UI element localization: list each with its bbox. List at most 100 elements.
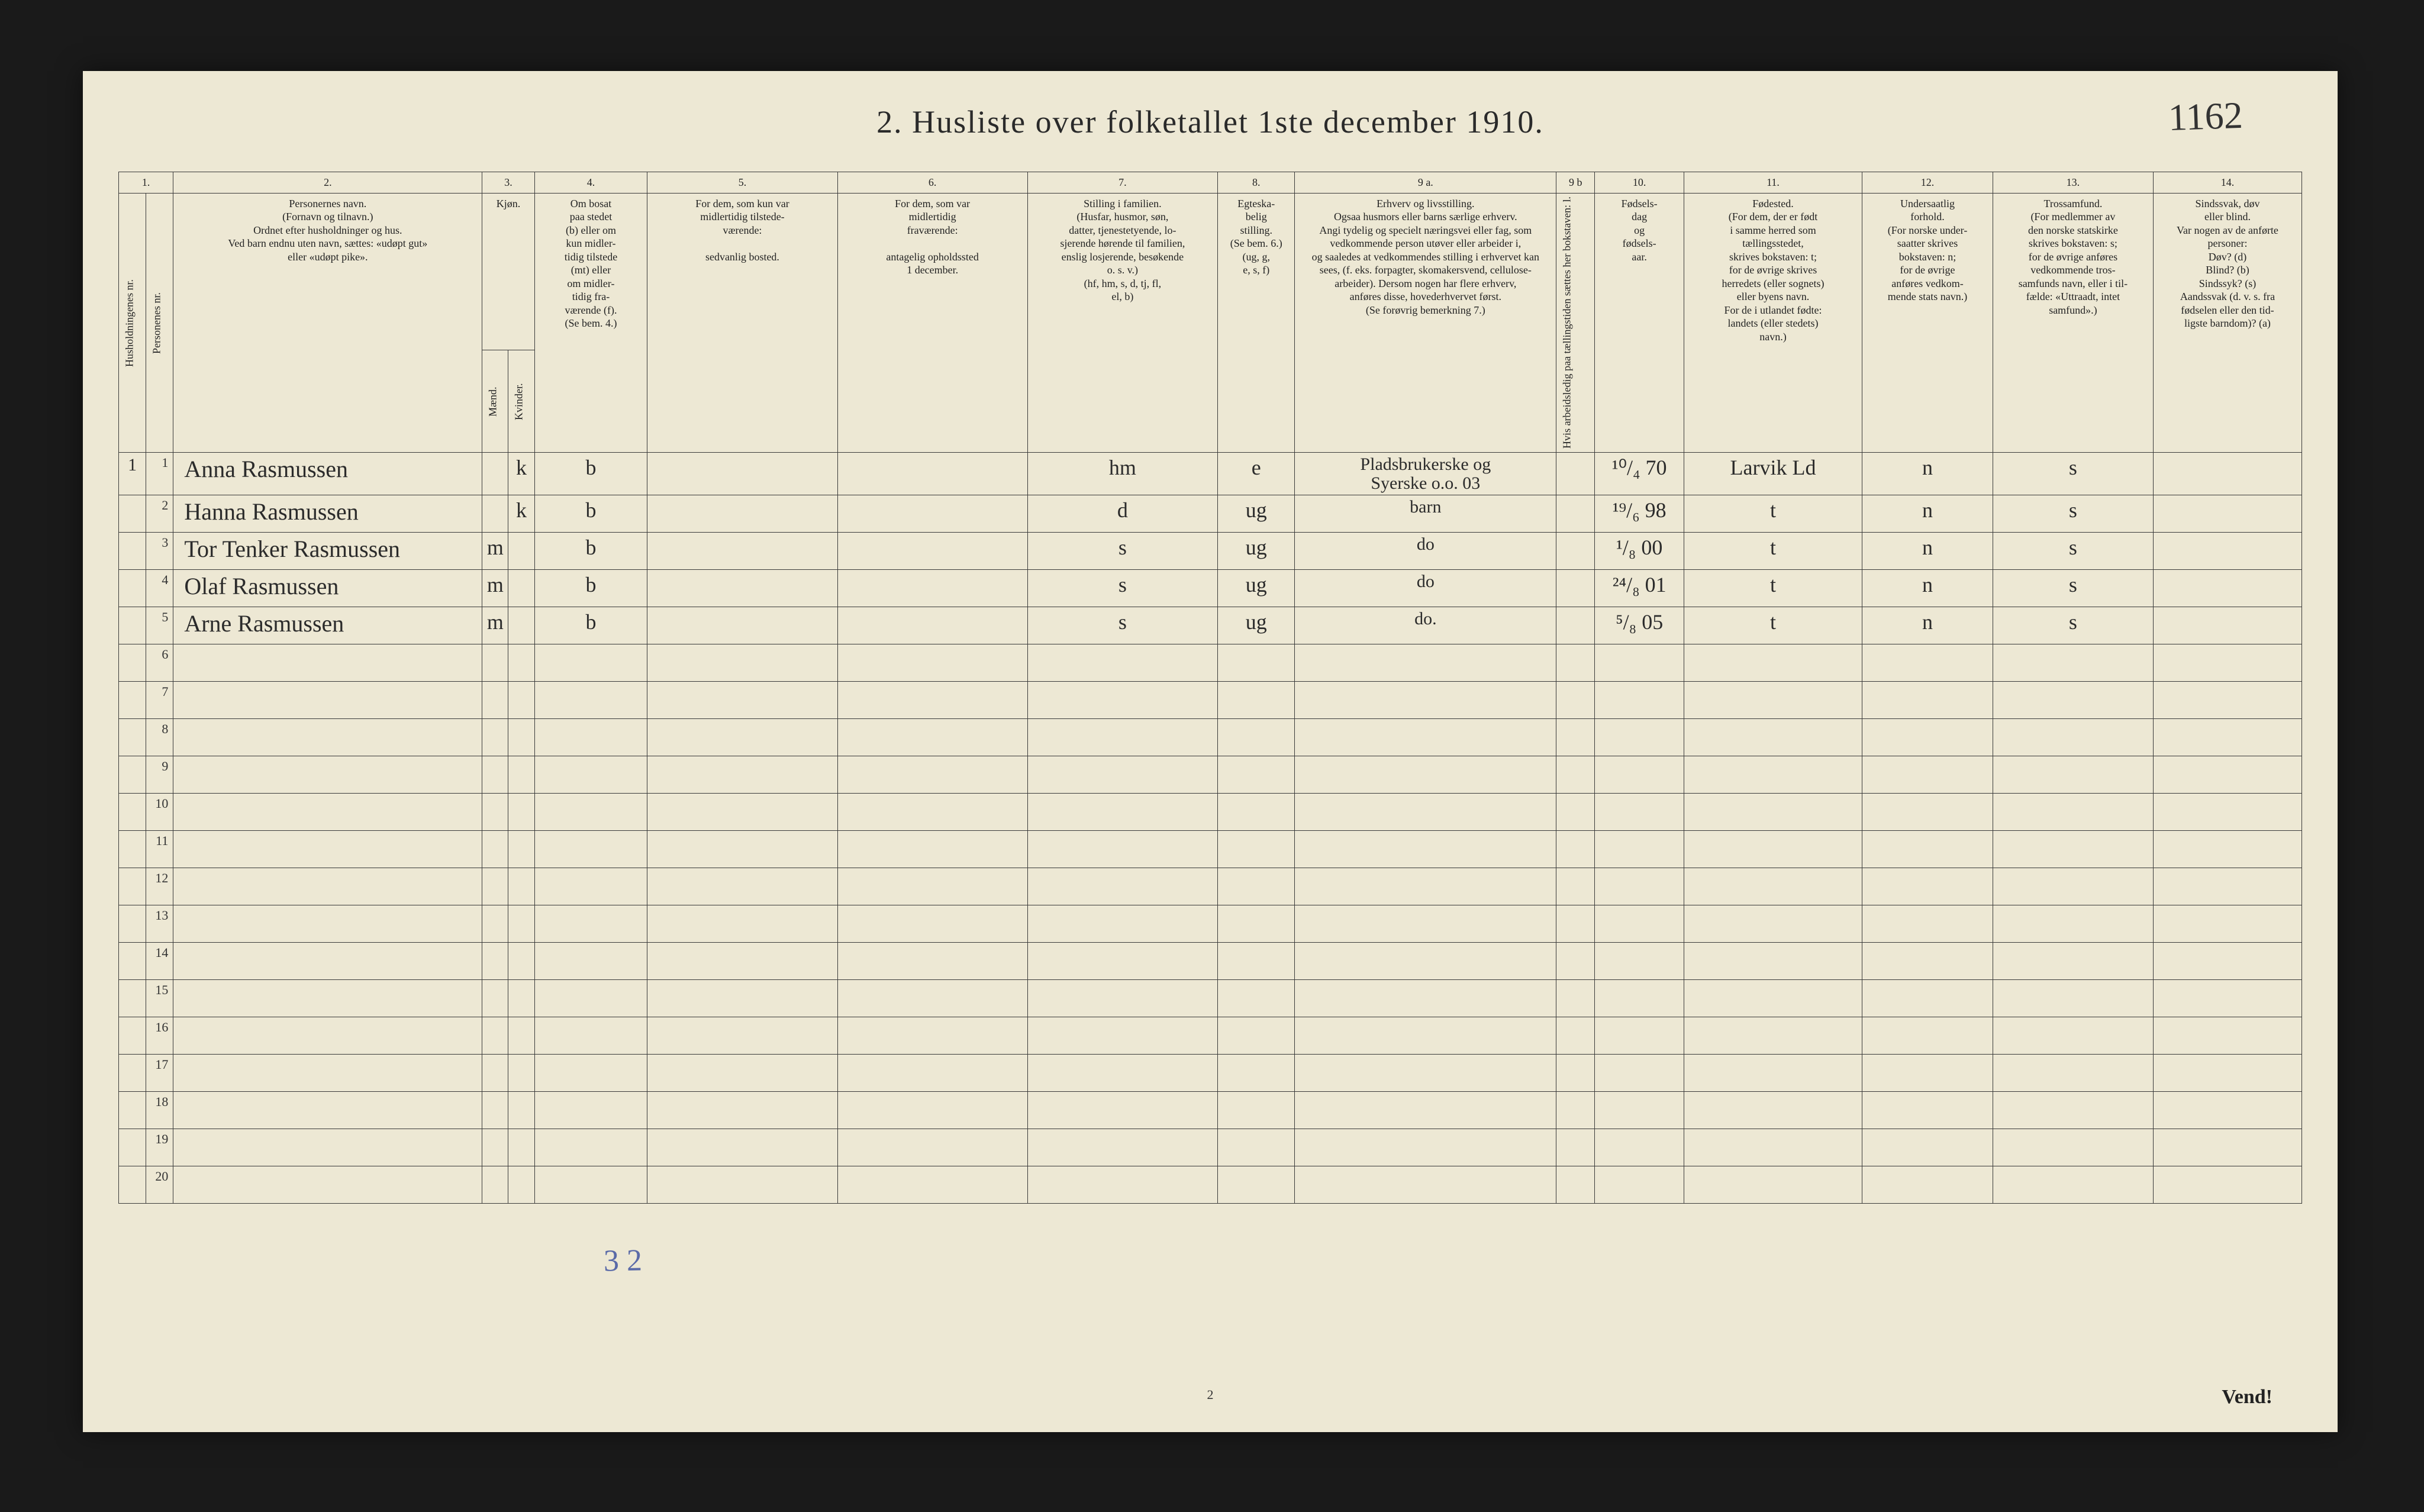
cell-hh-nr xyxy=(119,1017,146,1055)
cell-empty xyxy=(1556,794,1595,831)
cell-hh-nr xyxy=(119,756,146,794)
cell-empty xyxy=(1684,794,1862,831)
cell-person-nr: 15 xyxy=(146,980,173,1017)
cell-empty xyxy=(1993,1129,2153,1166)
cell-empty xyxy=(1595,868,1684,905)
cell-empty xyxy=(1595,719,1684,756)
cell-empty xyxy=(2153,943,2301,980)
cell-empty xyxy=(1595,980,1684,1017)
cell-empty xyxy=(1556,719,1595,756)
cell-empty xyxy=(1684,905,1862,943)
cell-empty xyxy=(1862,1129,1993,1166)
cell-person-nr: 6 xyxy=(146,644,173,682)
cell-empty xyxy=(1027,1055,1217,1092)
cell-empty xyxy=(173,1166,482,1204)
cell-empty xyxy=(173,831,482,868)
cell-empty xyxy=(1295,943,1556,980)
cell-empty xyxy=(534,756,647,794)
cell-empty xyxy=(534,831,647,868)
cell-hh-nr xyxy=(119,1055,146,1092)
cell-sex-m xyxy=(482,453,508,495)
cell-empty xyxy=(1862,831,1993,868)
cell-empty xyxy=(1595,1129,1684,1166)
cell-f-sted xyxy=(837,570,1027,607)
cell-empty xyxy=(2153,831,2301,868)
cell-undersaat: n xyxy=(1862,453,1993,495)
cell-empty xyxy=(1218,1166,1295,1204)
cell-empty xyxy=(647,1166,837,1204)
cell-empty xyxy=(534,905,647,943)
cell-empty xyxy=(647,1092,837,1129)
cell-empty xyxy=(647,1017,837,1055)
cell-empty xyxy=(647,644,837,682)
cell-empty xyxy=(1595,831,1684,868)
cell-empty xyxy=(1684,868,1862,905)
cell-hh-nr xyxy=(119,570,146,607)
table-row: 9 xyxy=(119,756,2302,794)
printed-page-number: 2 xyxy=(1207,1387,1214,1403)
cell-empty xyxy=(1295,1166,1556,1204)
header-stilling: Stilling i familien. (Husfar, husmor, sø… xyxy=(1027,193,1217,453)
cell-empty xyxy=(1993,905,2153,943)
cell-empty xyxy=(1027,1092,1217,1129)
cell-empty xyxy=(1218,905,1295,943)
cell-empty xyxy=(1556,1055,1595,1092)
cell-empty xyxy=(1027,831,1217,868)
cell-undersaat: n xyxy=(1862,607,1993,644)
cell-empty xyxy=(1862,682,1993,719)
cell-empty xyxy=(837,719,1027,756)
cell-empty xyxy=(837,1017,1027,1055)
cell-empty xyxy=(508,682,534,719)
cell-erhverv: do xyxy=(1295,570,1556,607)
cell-person-nr: 13 xyxy=(146,905,173,943)
cell-empty xyxy=(647,756,837,794)
cell-f-sted xyxy=(837,453,1027,495)
cell-fodested: Larvik Ld xyxy=(1684,453,1862,495)
cell-mt-sted xyxy=(647,607,837,644)
table-row: 8 xyxy=(119,719,2302,756)
cell-empty xyxy=(534,682,647,719)
cell-fodt: ¹⁰/₄ 70 xyxy=(1595,453,1684,495)
colnum-7: 7. xyxy=(1027,172,1217,194)
cell-empty xyxy=(482,1129,508,1166)
cell-empty xyxy=(534,794,647,831)
table-row: 19 xyxy=(119,1129,2302,1166)
cell-empty xyxy=(2153,980,2301,1017)
table-row: 11Anna RasmussenkbhmePladsbrukerske og S… xyxy=(119,453,2302,495)
cell-empty xyxy=(837,1092,1027,1129)
viewport: 2. Husliste over folketallet 1ste decemb… xyxy=(0,0,2424,1512)
cell-empty xyxy=(508,1129,534,1166)
cell-empty xyxy=(2153,682,2301,719)
cell-empty xyxy=(1684,943,1862,980)
cell-empty xyxy=(1027,905,1217,943)
cell-empty xyxy=(173,868,482,905)
cell-empty xyxy=(1862,1092,1993,1129)
cell-fodested: t xyxy=(1684,607,1862,644)
cell-empty xyxy=(2153,644,2301,682)
cell-hh-nr xyxy=(119,644,146,682)
colnum-14: 14. xyxy=(2153,172,2301,194)
cell-stilling: hm xyxy=(1027,453,1217,495)
cell-empty xyxy=(1295,719,1556,756)
cell-empty xyxy=(1862,1017,1993,1055)
cell-empty xyxy=(1027,980,1217,1017)
cell-empty xyxy=(508,1055,534,1092)
cell-ledig xyxy=(1556,453,1595,495)
cell-empty xyxy=(837,644,1027,682)
cell-empty xyxy=(1556,644,1595,682)
cell-hh-nr xyxy=(119,831,146,868)
cell-name: Anna Rasmussen xyxy=(173,453,482,495)
cell-sex-m: m xyxy=(482,607,508,644)
cell-empty xyxy=(837,756,1027,794)
cell-person-nr: 2 xyxy=(146,495,173,533)
cell-empty xyxy=(1027,943,1217,980)
cell-empty xyxy=(482,719,508,756)
colnum-8: 8. xyxy=(1218,172,1295,194)
cell-empty xyxy=(508,831,534,868)
cell-empty xyxy=(837,794,1027,831)
colnum-1: 1. xyxy=(119,172,173,194)
cell-tros: s xyxy=(1993,453,2153,495)
cell-mt-sted xyxy=(647,533,837,570)
cell-empty xyxy=(508,1166,534,1204)
cell-empty xyxy=(1862,794,1993,831)
